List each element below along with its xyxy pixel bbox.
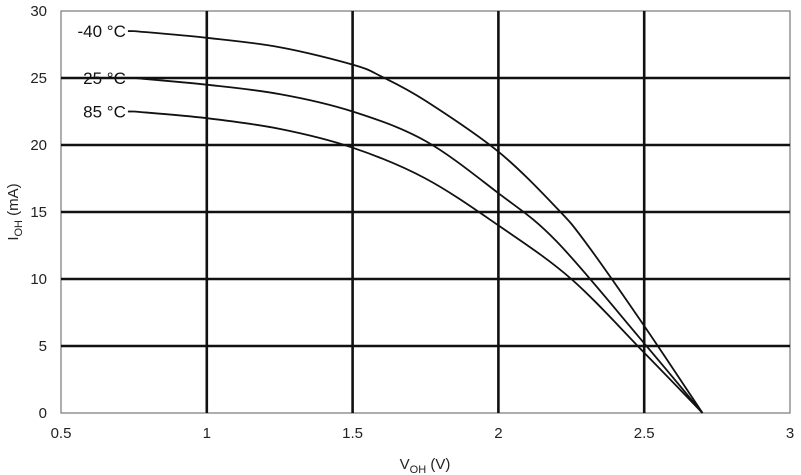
y-tick-label: 5 bbox=[39, 338, 47, 355]
x-tick-label: 1.5 bbox=[342, 425, 363, 442]
y-axis-title-main: I bbox=[5, 237, 22, 241]
y-tick-label: 20 bbox=[30, 137, 47, 154]
y-axis-title: IOH (mA) bbox=[5, 183, 25, 240]
x-axis-title-main: V bbox=[400, 456, 410, 473]
y-tick-label: 0 bbox=[39, 405, 47, 422]
grid bbox=[61, 11, 790, 413]
series-label: 85 °C bbox=[83, 103, 126, 122]
y-tick-label: 10 bbox=[30, 271, 47, 288]
series-group bbox=[133, 30, 704, 414]
y-axis-title-unit: (mA) bbox=[5, 183, 22, 220]
series-label: 25 °C bbox=[83, 69, 126, 88]
x-tick-label: 0.5 bbox=[51, 425, 72, 442]
x-axis-title-sub: OH bbox=[410, 464, 427, 475]
x-tick-label: 3 bbox=[786, 425, 794, 442]
x-tick-label: 2.5 bbox=[634, 425, 655, 442]
x-axis-title-unit: (V) bbox=[426, 456, 450, 473]
plot-area: -40 °C 25 °C 85 °C bbox=[60, 10, 791, 414]
x-axis-title: VOH (V) bbox=[400, 456, 451, 475]
y-axis-ticks: 0 5 10 15 20 25 30 bbox=[30, 3, 47, 422]
x-axis-ticks: 0.5 1 1.5 2 2.5 3 bbox=[51, 425, 795, 442]
y-tick-label: 25 bbox=[30, 70, 47, 87]
y-tick-label: 30 bbox=[30, 3, 47, 20]
series-line bbox=[133, 77, 704, 414]
y-tick-label: 15 bbox=[30, 204, 47, 221]
x-tick-label: 2 bbox=[494, 425, 502, 442]
series-line bbox=[133, 110, 704, 414]
x-tick-label: 1 bbox=[203, 425, 211, 442]
y-axis-title-sub: OH bbox=[13, 220, 25, 237]
series-line bbox=[133, 30, 704, 414]
series-label: -40 °C bbox=[78, 22, 126, 41]
series-labels: -40 °C 25 °C 85 °C bbox=[78, 22, 134, 122]
